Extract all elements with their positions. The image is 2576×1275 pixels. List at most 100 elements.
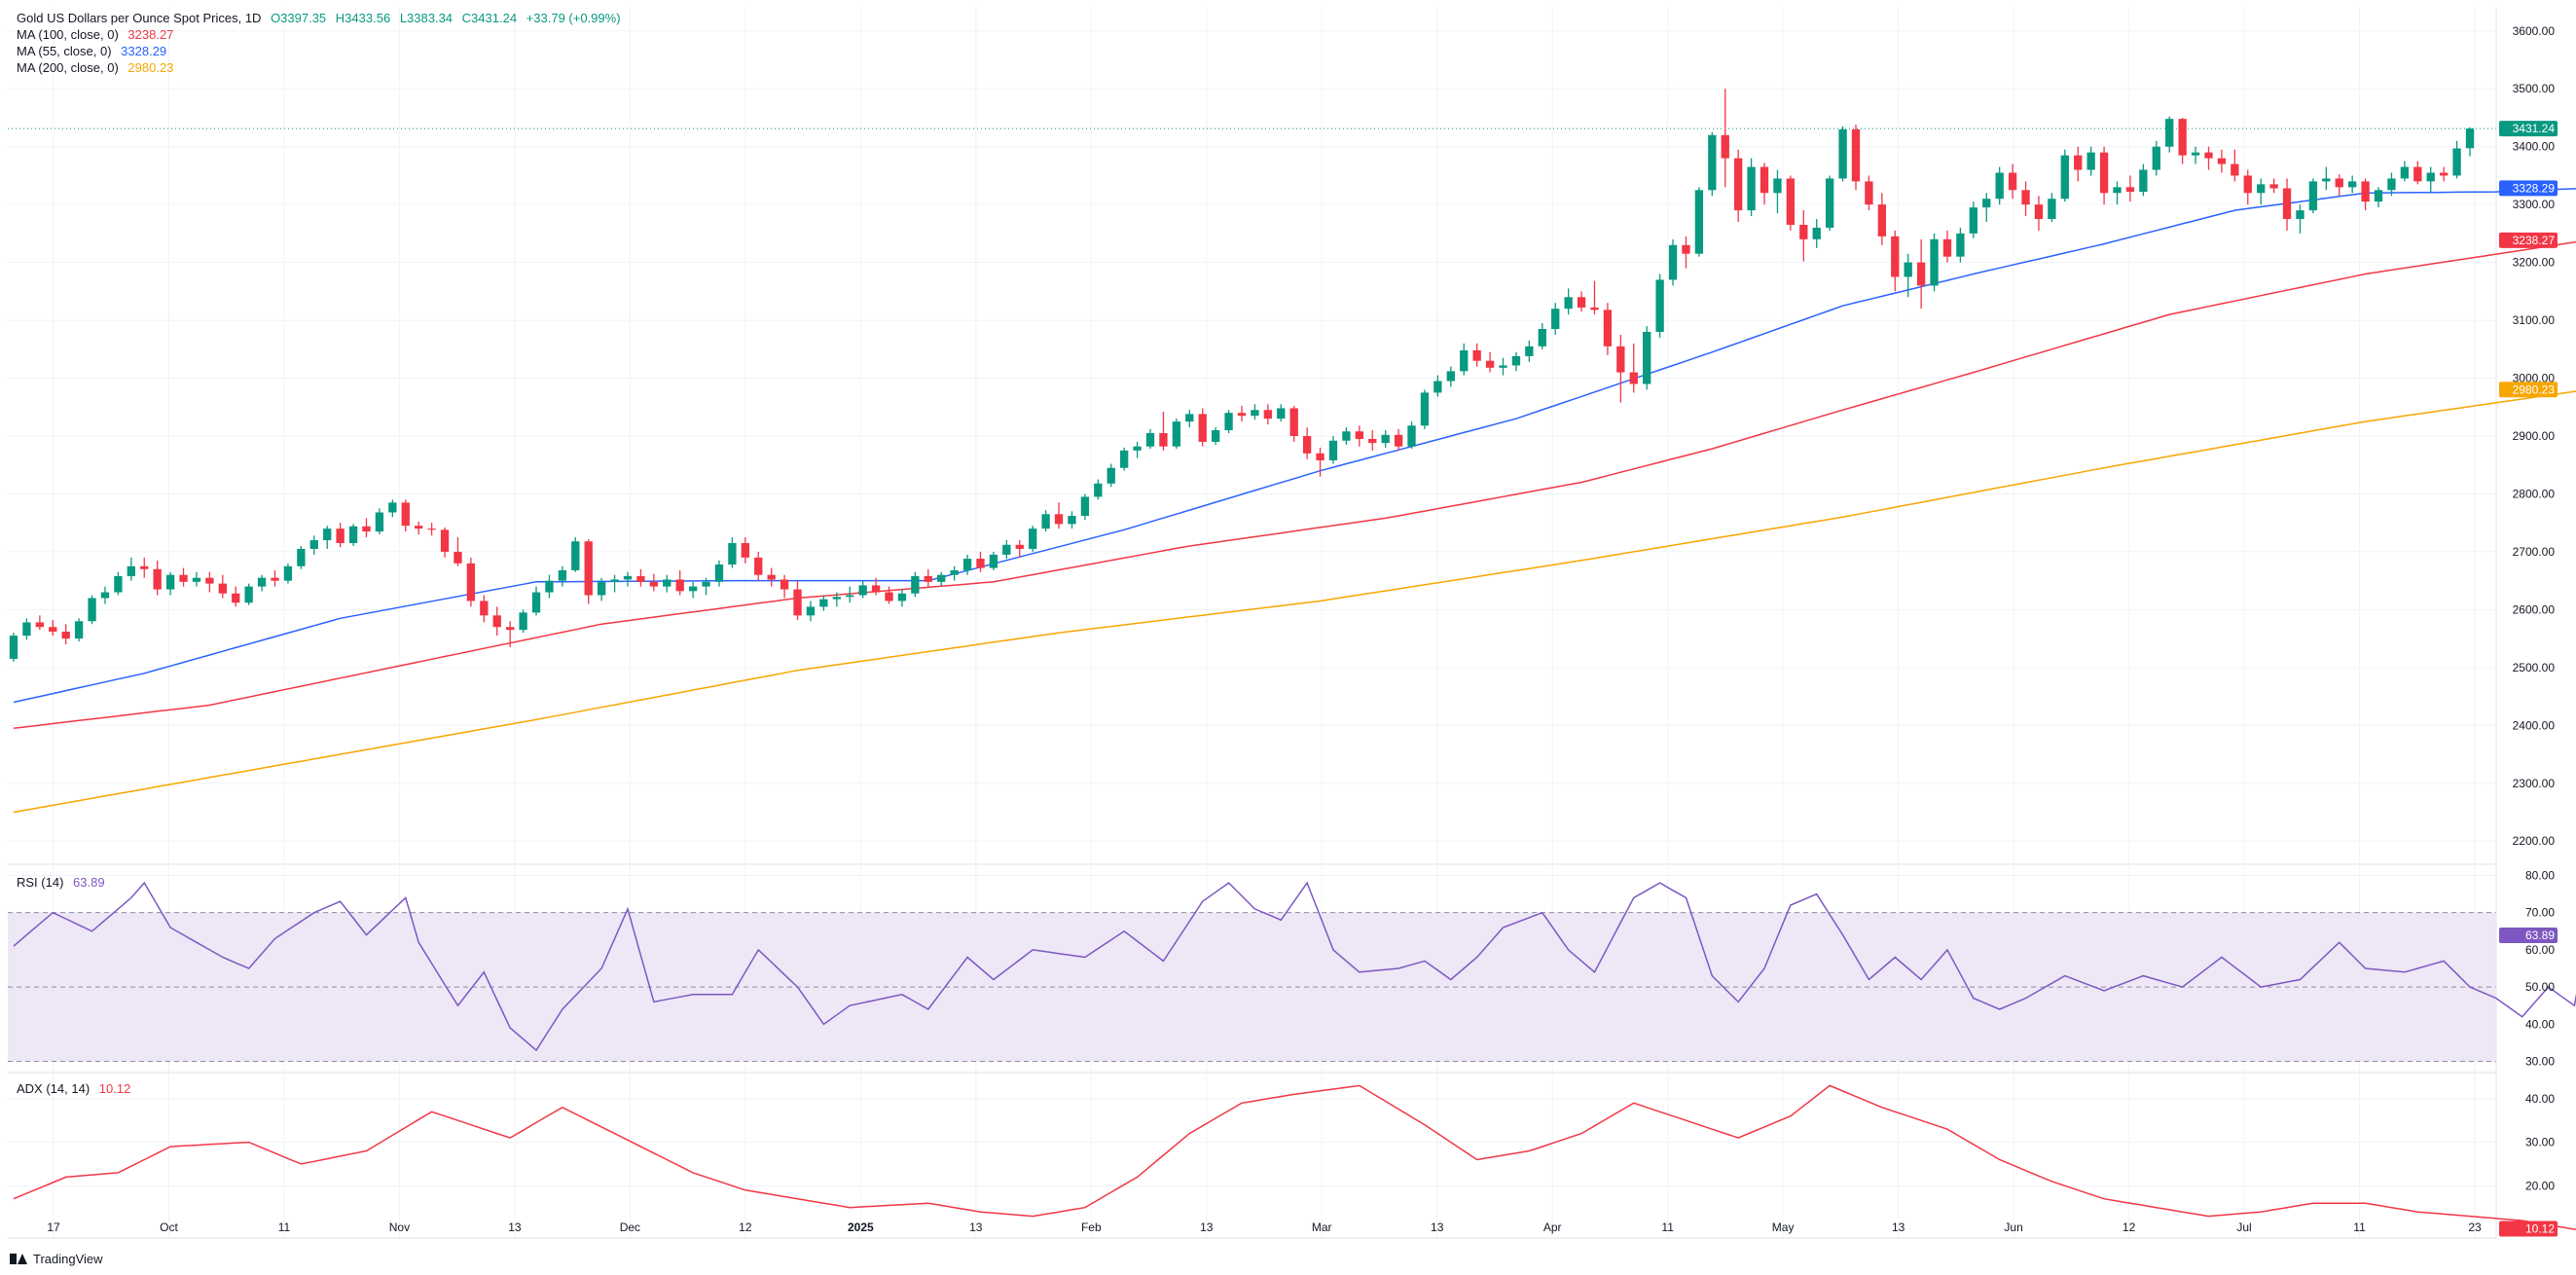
candle[interactable] bbox=[140, 557, 149, 578]
candle[interactable] bbox=[388, 499, 397, 518]
candle[interactable] bbox=[1694, 187, 1704, 257]
candle[interactable] bbox=[832, 592, 841, 607]
candle[interactable] bbox=[2139, 164, 2148, 197]
candle[interactable] bbox=[1002, 540, 1011, 560]
candle[interactable] bbox=[989, 551, 998, 570]
candle[interactable] bbox=[1224, 410, 1233, 434]
candle[interactable] bbox=[2348, 175, 2357, 194]
candle[interactable] bbox=[584, 538, 593, 604]
candle[interactable] bbox=[924, 568, 932, 587]
candle[interactable] bbox=[1577, 291, 1586, 312]
candle[interactable] bbox=[1394, 428, 1403, 451]
candle[interactable] bbox=[1629, 343, 1638, 393]
candle[interactable] bbox=[1956, 227, 1965, 263]
candle[interactable] bbox=[2074, 146, 2083, 182]
candle[interactable] bbox=[49, 620, 57, 637]
candle[interactable] bbox=[362, 518, 371, 538]
candle[interactable] bbox=[283, 563, 293, 584]
candle[interactable] bbox=[1198, 408, 1207, 447]
candle[interactable] bbox=[2465, 127, 2475, 157]
candle[interactable] bbox=[610, 574, 619, 593]
candlesticks[interactable] bbox=[9, 89, 2475, 662]
candle[interactable] bbox=[127, 557, 135, 581]
candle[interactable] bbox=[1251, 404, 1259, 420]
candle[interactable] bbox=[636, 568, 645, 587]
candle[interactable] bbox=[885, 586, 893, 604]
candle[interactable] bbox=[1708, 131, 1717, 197]
candle[interactable] bbox=[2257, 178, 2266, 205]
candle[interactable] bbox=[2086, 146, 2095, 176]
candle[interactable] bbox=[623, 571, 633, 587]
candle[interactable] bbox=[1237, 406, 1247, 422]
candle[interactable] bbox=[1460, 343, 1469, 376]
candle[interactable] bbox=[2204, 146, 2213, 170]
candle[interactable] bbox=[2231, 149, 2239, 182]
candle[interactable] bbox=[401, 499, 410, 532]
candle[interactable] bbox=[1511, 351, 1521, 372]
candle[interactable] bbox=[232, 586, 240, 607]
candle[interactable] bbox=[1368, 430, 1377, 451]
candle[interactable] bbox=[179, 567, 188, 587]
candle[interactable] bbox=[1564, 288, 1573, 315]
candle[interactable] bbox=[780, 574, 789, 599]
candle[interactable] bbox=[1734, 149, 1743, 222]
candle[interactable] bbox=[2243, 169, 2252, 205]
candle[interactable] bbox=[793, 580, 802, 621]
candle[interactable] bbox=[2400, 161, 2410, 182]
candle[interactable] bbox=[1446, 366, 1455, 387]
candle[interactable] bbox=[1355, 425, 1363, 447]
candle[interactable] bbox=[1682, 236, 1690, 269]
candle[interactable] bbox=[2099, 146, 2109, 205]
candle[interactable] bbox=[1302, 427, 1312, 459]
candle[interactable] bbox=[1812, 219, 1821, 248]
candle[interactable] bbox=[2060, 149, 2069, 202]
candle[interactable] bbox=[1015, 540, 1024, 558]
candle[interactable] bbox=[558, 565, 567, 587]
adx-legend[interactable]: ADX (14, 14) 10.12 bbox=[17, 1080, 136, 1097]
candle[interactable] bbox=[1616, 334, 1625, 403]
candle[interactable] bbox=[1172, 419, 1181, 450]
candle[interactable] bbox=[1185, 410, 1194, 428]
candle[interactable] bbox=[348, 524, 358, 546]
candle[interactable] bbox=[2152, 140, 2160, 176]
candle[interactable] bbox=[2021, 181, 2030, 217]
candle[interactable] bbox=[1891, 230, 1900, 292]
candle[interactable] bbox=[244, 583, 253, 605]
candle[interactable] bbox=[806, 601, 816, 622]
candle[interactable] bbox=[2165, 116, 2174, 153]
candle[interactable] bbox=[466, 557, 476, 607]
candle[interactable] bbox=[2387, 172, 2396, 197]
candle[interactable] bbox=[1799, 210, 1808, 262]
candle[interactable] bbox=[1107, 463, 1115, 488]
candle[interactable] bbox=[1433, 375, 1442, 397]
candle[interactable] bbox=[871, 577, 881, 596]
candle[interactable] bbox=[2008, 164, 2017, 200]
candle[interactable] bbox=[950, 565, 959, 581]
candle[interactable] bbox=[1472, 343, 1481, 367]
candle[interactable] bbox=[35, 615, 45, 631]
candle[interactable] bbox=[1643, 326, 1651, 390]
candle[interactable] bbox=[754, 551, 763, 581]
candle[interactable] bbox=[1145, 428, 1155, 450]
candle[interactable] bbox=[728, 537, 737, 568]
candle[interactable] bbox=[2322, 166, 2331, 191]
candle[interactable] bbox=[480, 595, 489, 623]
candle[interactable] bbox=[714, 560, 724, 587]
candle[interactable] bbox=[741, 537, 749, 564]
candle[interactable] bbox=[962, 554, 972, 575]
candle[interactable] bbox=[1603, 303, 1613, 355]
candle[interactable] bbox=[1655, 273, 1664, 338]
candle[interactable] bbox=[1995, 166, 2004, 205]
candle[interactable] bbox=[1721, 89, 1729, 188]
candle[interactable] bbox=[1525, 340, 1534, 362]
candle[interactable] bbox=[165, 571, 175, 596]
candle[interactable] bbox=[2452, 140, 2461, 179]
candle[interactable] bbox=[545, 574, 554, 599]
candle[interactable] bbox=[1381, 430, 1390, 448]
rsi-legend[interactable]: RSI (14) 63.89 bbox=[17, 874, 111, 891]
candle[interactable] bbox=[1499, 357, 1507, 376]
candle[interactable] bbox=[192, 571, 201, 587]
candle[interactable] bbox=[1407, 421, 1416, 450]
candle[interactable] bbox=[767, 567, 776, 587]
candle[interactable] bbox=[427, 523, 436, 536]
